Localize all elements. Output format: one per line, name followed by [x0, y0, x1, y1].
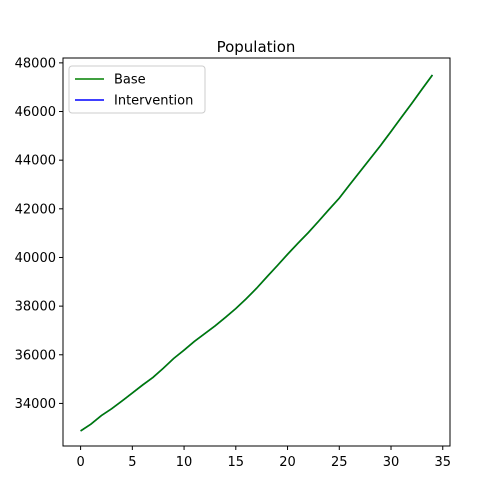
y-tick-label: 42000 — [15, 202, 56, 217]
series-layer — [80, 74, 434, 432]
x-axis: 0 5 10 15 20 25 30 35 — [76, 446, 451, 470]
y-axis: 34000 36000 38000 40000 42000 44000 46000 48000 — [15, 56, 63, 412]
y-tick-label: 38000 — [15, 300, 56, 315]
x-tick-label: 10 — [176, 455, 193, 470]
plot-area — [62, 57, 451, 447]
series-line-base — [80, 74, 434, 432]
legend: Base Intervention — [68, 65, 206, 114]
x-tick-label: 35 — [434, 455, 451, 470]
y-tick-label: 48000 — [15, 56, 56, 71]
x-tick-label: 20 — [279, 455, 296, 470]
x-tick-label: 5 — [128, 455, 136, 470]
x-tick-label: 30 — [383, 455, 400, 470]
series-line-intervention — [80, 74, 434, 432]
legend-label: Base — [114, 73, 146, 88]
legend-label: Intervention — [114, 94, 193, 109]
legend-box — [68, 65, 206, 114]
x-tick-label: 15 — [228, 455, 245, 470]
y-tick-label: 44000 — [15, 154, 56, 169]
y-tick-label: 36000 — [15, 348, 56, 363]
x-tick-label: 0 — [76, 455, 84, 470]
chart-title: Population — [217, 38, 296, 56]
y-tick-label: 34000 — [15, 397, 56, 412]
y-tick-label: 46000 — [15, 105, 56, 120]
x-tick-label: 25 — [331, 455, 348, 470]
y-tick-label: 40000 — [15, 251, 56, 266]
